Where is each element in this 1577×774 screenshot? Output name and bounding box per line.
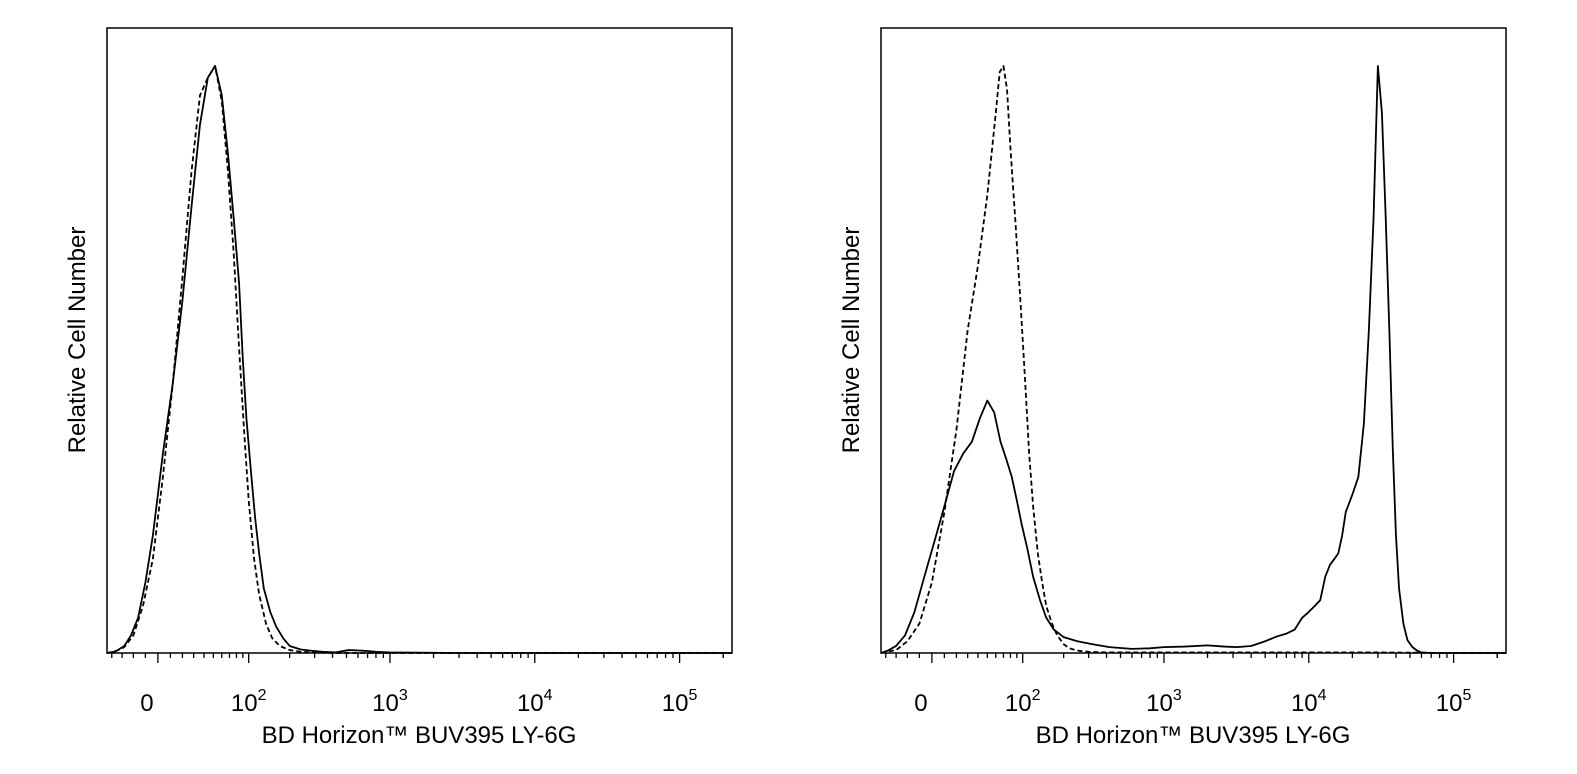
x-tick-label: 0	[140, 690, 153, 717]
dashed-control-histogram	[880, 65, 1506, 654]
y-axis-label: Relative Cell Number	[838, 227, 865, 454]
solid-stained-histogram	[880, 65, 1506, 654]
x-tick-label: 105	[662, 687, 698, 717]
x-axis-ticks	[885, 653, 1498, 663]
x-tick-label: 103	[1146, 687, 1182, 717]
x-tick-labels: 0 102 103 104 105	[914, 687, 1471, 717]
histogram-panel-1: 0 102 103 104 105 BD Horizon™ BUV395 LY-6G R…	[64, 27, 733, 749]
histogram-series	[880, 65, 1506, 654]
histogram-series	[106, 65, 732, 654]
x-tick-label: 103	[372, 687, 408, 717]
x-axis-ticks	[111, 653, 724, 663]
x-tick-label: 104	[1291, 687, 1327, 717]
y-axis-label: Relative Cell Number	[64, 227, 91, 454]
x-tick-label: 0	[914, 690, 927, 717]
histogram-panel-2: 0 102 103 104 105 BD Horizon™ BUV395 LY-6G R…	[838, 27, 1507, 749]
x-tick-label: 102	[231, 687, 267, 717]
x-axis-label: BD Horizon™ BUV395 LY-6G	[262, 722, 577, 749]
dashed-control-histogram	[106, 65, 732, 654]
x-tick-label: 104	[517, 687, 553, 717]
x-tick-label: 102	[1005, 687, 1041, 717]
x-tick-label: 105	[1436, 687, 1472, 717]
solid-stained-histogram	[106, 65, 732, 654]
x-tick-labels: 0 102 103 104 105	[140, 687, 697, 717]
plot-frame	[880, 27, 1507, 654]
x-axis-label: BD Horizon™ BUV395 LY-6G	[1036, 722, 1351, 749]
